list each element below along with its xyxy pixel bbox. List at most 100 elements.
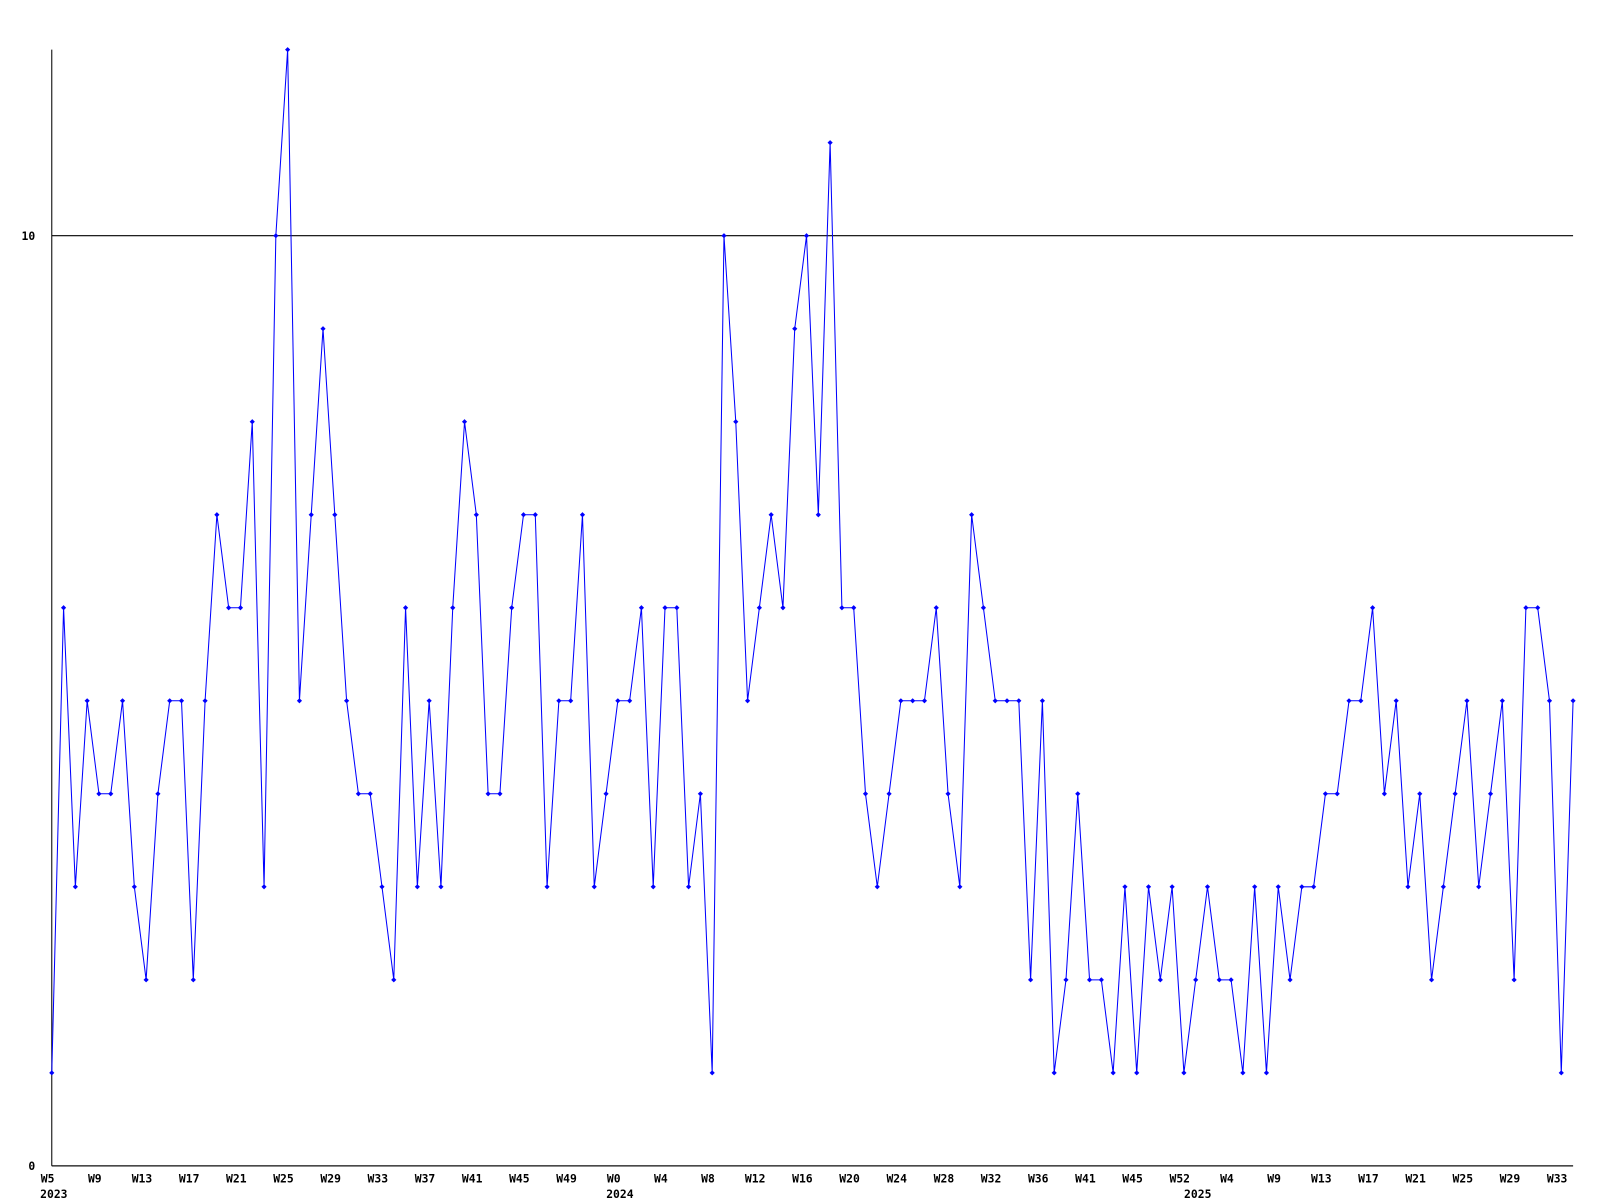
- point: [556, 698, 562, 704]
- point: [450, 605, 456, 611]
- point: [957, 884, 963, 890]
- point: [579, 512, 586, 518]
- x-tick-label: W45: [509, 1171, 530, 1185]
- point: [1028, 977, 1034, 983]
- point: [1428, 977, 1435, 983]
- point: [1098, 977, 1104, 983]
- point: [1086, 977, 1093, 983]
- series-line: [51, 49, 1574, 1073]
- point: [273, 233, 279, 239]
- y-tick-label: 10: [21, 229, 35, 243]
- point: [815, 512, 821, 518]
- point: [1216, 977, 1222, 983]
- point: [1487, 791, 1494, 797]
- x-tick-label: W36: [1028, 1171, 1049, 1185]
- point: [1181, 1070, 1187, 1076]
- point: [862, 791, 869, 797]
- x-tick-label: W9: [88, 1171, 102, 1185]
- x-tick-label: W28: [934, 1171, 955, 1185]
- point: [803, 233, 810, 239]
- point: [308, 512, 314, 518]
- point: [1311, 884, 1317, 890]
- point: [296, 698, 303, 704]
- point: [1110, 1070, 1116, 1076]
- x-tick-label: W12: [745, 1171, 766, 1185]
- x-tick-label: W33: [368, 1171, 389, 1185]
- point: [379, 884, 385, 890]
- point: [1039, 698, 1045, 704]
- point: [780, 605, 786, 611]
- point: [980, 605, 987, 611]
- point: [1405, 884, 1411, 890]
- point: [167, 698, 173, 704]
- x-tick-label: W45: [1122, 1171, 1143, 1185]
- point: [1051, 1070, 1057, 1076]
- point: [1275, 884, 1281, 890]
- x-tick-label: W8: [701, 1171, 715, 1185]
- point: [119, 698, 126, 704]
- point: [414, 884, 420, 890]
- point: [1535, 605, 1541, 611]
- x-tick-label: W29: [320, 1171, 341, 1185]
- point: [1322, 791, 1329, 797]
- point: [1169, 884, 1175, 890]
- x-tick-label: W52: [1169, 1171, 1190, 1185]
- point: [84, 698, 90, 704]
- point: [1145, 884, 1152, 890]
- point: [497, 791, 503, 797]
- point: [72, 884, 78, 890]
- point: [1440, 884, 1446, 890]
- point: [261, 884, 267, 890]
- point: [544, 884, 550, 890]
- point: [249, 419, 255, 425]
- point: [827, 140, 833, 146]
- point: [744, 698, 751, 704]
- x-tick-label: W5: [41, 1171, 55, 1185]
- x-tick-label: W41: [1075, 1171, 1096, 1185]
- point: [355, 791, 361, 797]
- point: [1464, 698, 1470, 704]
- point: [96, 791, 102, 797]
- point: [237, 605, 244, 611]
- point: [1570, 698, 1576, 704]
- point: [1004, 698, 1010, 704]
- x-year-label: 2023: [40, 1187, 68, 1200]
- point: [874, 884, 880, 890]
- x-tick-label: W49: [556, 1171, 577, 1185]
- x-tick-label: W17: [1358, 1171, 1379, 1185]
- point: [1287, 977, 1293, 983]
- point: [214, 512, 220, 518]
- point: [615, 698, 621, 704]
- x-tick-label: W21: [1405, 1171, 1426, 1185]
- point: [1558, 1070, 1564, 1076]
- point: [886, 791, 892, 797]
- point: [992, 698, 998, 704]
- point: [686, 884, 692, 890]
- point: [756, 605, 762, 611]
- point: [851, 605, 857, 611]
- x-tick-label: W32: [981, 1171, 1002, 1185]
- x-tick-label: W17: [179, 1171, 200, 1185]
- point: [60, 605, 67, 611]
- point: [485, 791, 491, 797]
- point: [1122, 884, 1128, 890]
- point: [1499, 698, 1505, 704]
- point: [143, 977, 149, 983]
- point: [520, 512, 527, 518]
- point: [638, 605, 645, 611]
- point: [1240, 1070, 1246, 1076]
- point: [155, 791, 161, 797]
- point: [320, 326, 326, 332]
- point: [1358, 698, 1364, 704]
- point: [697, 791, 703, 797]
- x-tick-label: W25: [1453, 1171, 1474, 1185]
- point: [473, 512, 479, 518]
- point: [131, 884, 137, 890]
- x-tick-label: W21: [226, 1171, 247, 1185]
- point: [190, 977, 196, 983]
- point: [402, 605, 409, 611]
- point: [1523, 605, 1529, 611]
- x-tick-label: W9: [1267, 1171, 1281, 1185]
